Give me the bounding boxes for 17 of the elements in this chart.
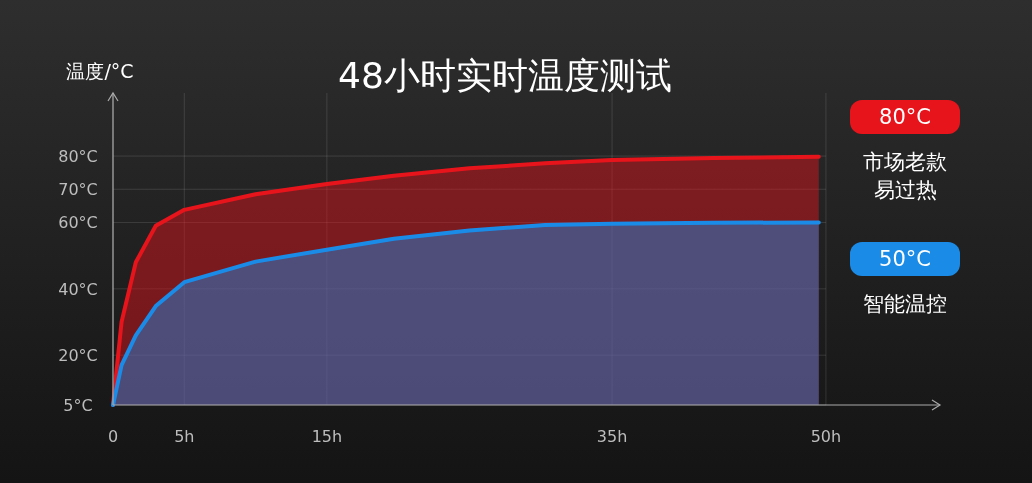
y-tick-label: 40°C — [58, 279, 98, 299]
y-axis-title: 温度/°C — [66, 60, 134, 82]
annotation: 80°C — [879, 105, 931, 129]
x-tick-label: 35h — [596, 427, 628, 446]
chart-title: 48小时实时温度测试 — [338, 55, 672, 96]
text: 智能温控 — [862, 291, 948, 318]
y-tick-label: 80°C — [58, 147, 98, 167]
x-tick-label: 50h — [810, 427, 842, 446]
x-tick-label: 15h — [311, 427, 343, 446]
annotation: 50°C — [879, 247, 931, 271]
text: 市场老款易过热 — [862, 149, 948, 204]
y-tick-label: 70°C — [58, 180, 98, 200]
y-tick-label: 5°C — [63, 396, 93, 415]
y-tick-label: 60°C — [58, 213, 98, 233]
x-tick-label: 5h — [174, 427, 195, 446]
x-tick-label: 0 — [107, 427, 119, 446]
y-tick-label: 20°C — [58, 346, 98, 366]
